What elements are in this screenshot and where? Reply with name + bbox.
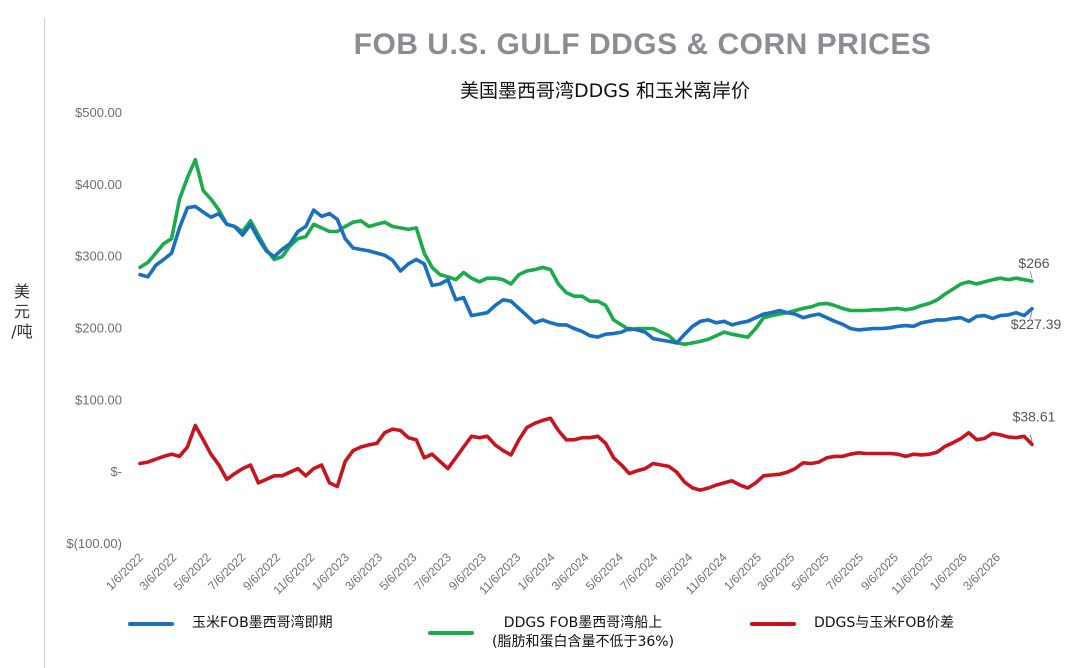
legend-label-ddgs-line-1: DDGS FOB墨西哥湾船上 <box>503 615 663 631</box>
end-label-spread: $38.61 <box>1013 408 1056 424</box>
chart-subtitle: 美国墨西哥湾DDGS 和玉米离岸价 <box>459 80 751 102</box>
end-label-spread-leader <box>1029 434 1033 442</box>
end-label-corn: $227.39 <box>1011 316 1062 332</box>
legend-swatch-ddgs <box>428 631 474 635</box>
legend-label-ddgs-line-2: (脂肪和蛋白含量不低于36%) <box>492 634 675 650</box>
x-tick-label: 7/6/2022 <box>205 550 248 593</box>
y-tick-label: $300.00 <box>75 249 122 264</box>
end-label-corn-leader <box>1029 311 1033 319</box>
series-line-ddgs <box>138 157 1034 347</box>
legend-item-corn: 玉米FOB墨西哥湾即期 <box>128 614 333 633</box>
series-line-corn <box>138 204 1034 345</box>
y-tick-label: $(100.00) <box>66 536 122 551</box>
legend-label-corn: 玉米FOB墨西哥湾即期 <box>192 615 333 631</box>
x-tick-label: 3/6/2026 <box>960 550 1003 593</box>
x-tick-label: 7/6/2025 <box>823 550 866 593</box>
y-tick-label: $100.00 <box>75 392 122 407</box>
y-tick-label: $500.00 <box>75 105 122 120</box>
end-label-ddgs-leader <box>1029 270 1033 279</box>
legend-swatch-spread <box>750 621 796 626</box>
chart-title: FOB U.S. GULF DDGS & CORN PRICES <box>353 28 932 61</box>
series-line-spread <box>138 416 1034 492</box>
legend-item-spread: DDGS与玉米FOB价差 <box>750 614 954 633</box>
y-axis-label-line-2: /吨 <box>11 322 33 341</box>
legend-swatch-corn <box>128 621 174 626</box>
x-tick-label: 7/6/2023 <box>411 550 454 593</box>
legend-label-spread: DDGS与玉米FOB价差 <box>814 615 954 631</box>
y-axis-label: 美元 /吨 <box>10 282 34 342</box>
left-rule <box>44 18 45 668</box>
end-label-ddgs: $266 <box>1018 255 1049 271</box>
legend-label-ddgs: DDGS FOB墨西哥湾船上 (脂肪和蛋白含量不低于36%) <box>492 614 674 652</box>
legend-item-ddgs: DDGS FOB墨西哥湾船上 (脂肪和蛋白含量不低于36%) <box>428 614 674 652</box>
y-tick-label: $400.00 <box>75 177 122 192</box>
y-tick-label: $- <box>110 464 122 479</box>
y-axis-label-line-1: 美元 <box>13 282 30 321</box>
x-tick-label: 7/6/2024 <box>617 550 660 593</box>
y-tick-label: $200.00 <box>75 321 122 336</box>
